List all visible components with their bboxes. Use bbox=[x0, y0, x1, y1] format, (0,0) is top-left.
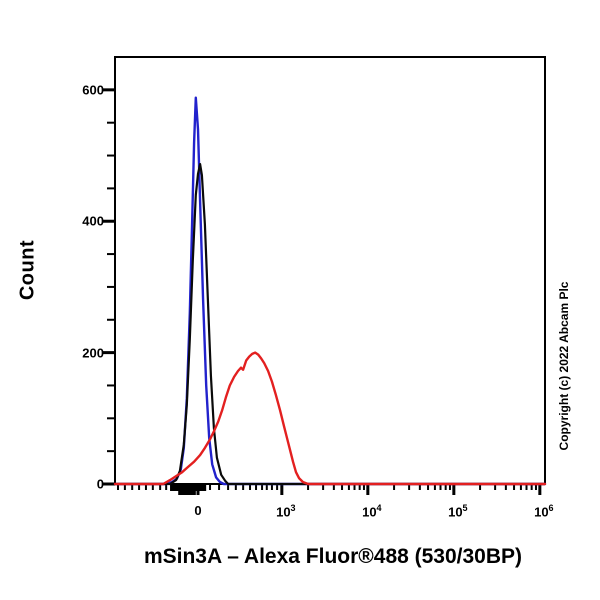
y-tick-label-200: 200 bbox=[82, 345, 104, 361]
x-tick-label-0: 0 bbox=[194, 503, 202, 518]
blue-curve bbox=[113, 96, 547, 486]
x-tick-label-10e3: 103 bbox=[276, 503, 296, 520]
x-tick-label-10e4: 104 bbox=[362, 503, 382, 520]
red-curve bbox=[113, 351, 547, 486]
y-tick-label-400: 400 bbox=[82, 213, 104, 229]
y-tick-label-0: 0 bbox=[96, 476, 104, 492]
black-curve bbox=[113, 163, 547, 486]
plot-border bbox=[114, 56, 546, 485]
x-tick-cluster-tall bbox=[178, 484, 196, 495]
copyright-notice: Copyright (c) 2022 Abcam Plc bbox=[557, 281, 571, 451]
x-tick-label-10e6: 106 bbox=[534, 503, 554, 520]
y-tick-label-600: 600 bbox=[82, 82, 104, 98]
x-tick-label-10e5: 105 bbox=[448, 503, 468, 520]
y-axis-title: Count bbox=[16, 239, 39, 301]
chart-title: mSin3A – Alexa Fluor®488 (530/30BP) bbox=[143, 545, 523, 568]
